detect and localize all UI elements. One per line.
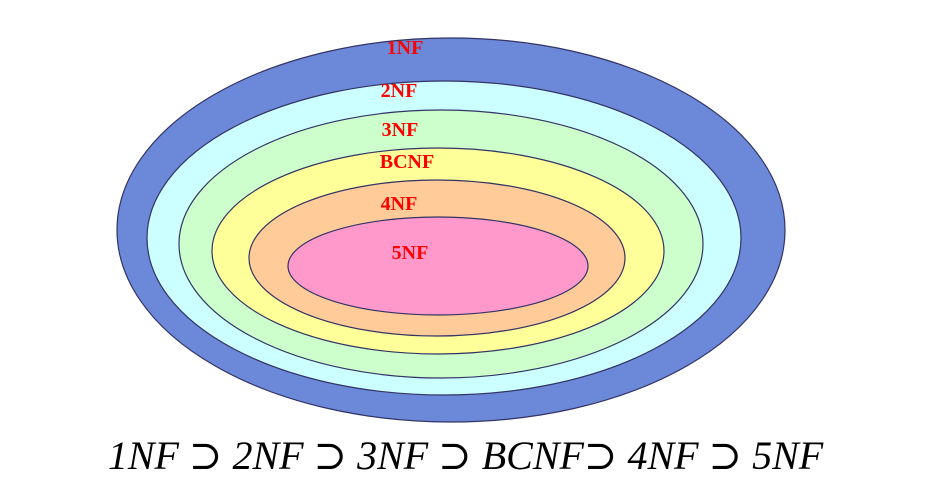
label-4nf: 4NF xyxy=(381,193,418,215)
containment-formula: 1NF ⊃ 2NF ⊃ 3NF ⊃ BCNF⊃ 4NF ⊃ 5NF xyxy=(107,433,824,478)
label-5nf: 5NF xyxy=(392,242,429,264)
label-1nf: 1NF xyxy=(387,37,424,59)
ellipse-5nf xyxy=(287,216,589,316)
label-3nf: 3NF xyxy=(382,119,419,141)
labels-group: 1NF 2NF 3NF BCNF 4NF 5NF xyxy=(380,37,434,264)
ellipses-group xyxy=(116,37,786,423)
label-2nf: 2NF xyxy=(381,80,418,102)
label-bcnf: BCNF xyxy=(380,151,434,173)
